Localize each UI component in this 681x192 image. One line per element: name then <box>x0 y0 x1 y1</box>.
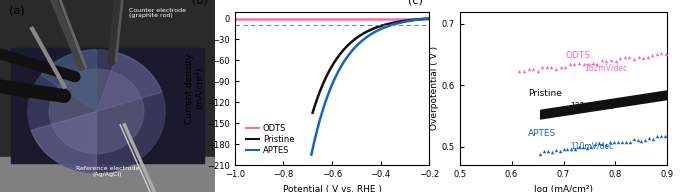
Y-axis label: Current density
(mA/cm²): Current density (mA/cm²) <box>185 53 204 123</box>
Text: 110mV/dec: 110mV/dec <box>570 142 613 150</box>
Text: (a): (a) <box>9 6 25 16</box>
Text: Reference electrode
(Ag/AgCl): Reference electrode (Ag/AgCl) <box>76 166 139 177</box>
Polygon shape <box>41 50 97 111</box>
Text: 162mV/dec: 162mV/dec <box>584 63 628 72</box>
Text: Pristine: Pristine <box>528 89 562 98</box>
Text: ODTS: ODTS <box>566 51 590 60</box>
Text: Counter electrode
(graphite rod): Counter electrode (graphite rod) <box>129 8 186 18</box>
Bar <box>11 48 204 163</box>
X-axis label: Potential ( V vs. RHE ): Potential ( V vs. RHE ) <box>283 185 381 192</box>
X-axis label: log (mA/cm²): log (mA/cm²) <box>534 185 593 192</box>
Text: (b): (b) <box>192 0 208 5</box>
Text: APTES: APTES <box>528 129 556 138</box>
Polygon shape <box>49 69 144 154</box>
Text: (c): (c) <box>408 0 423 5</box>
Polygon shape <box>31 111 97 173</box>
Bar <box>0 157 215 192</box>
Y-axis label: Overpotential ( V ): Overpotential ( V ) <box>430 46 439 130</box>
Polygon shape <box>28 50 165 173</box>
Legend: ODTS, Pristine, APTES: ODTS, Pristine, APTES <box>243 121 298 158</box>
Text: 133mV/dec: 133mV/dec <box>570 102 613 110</box>
Polygon shape <box>97 53 162 111</box>
